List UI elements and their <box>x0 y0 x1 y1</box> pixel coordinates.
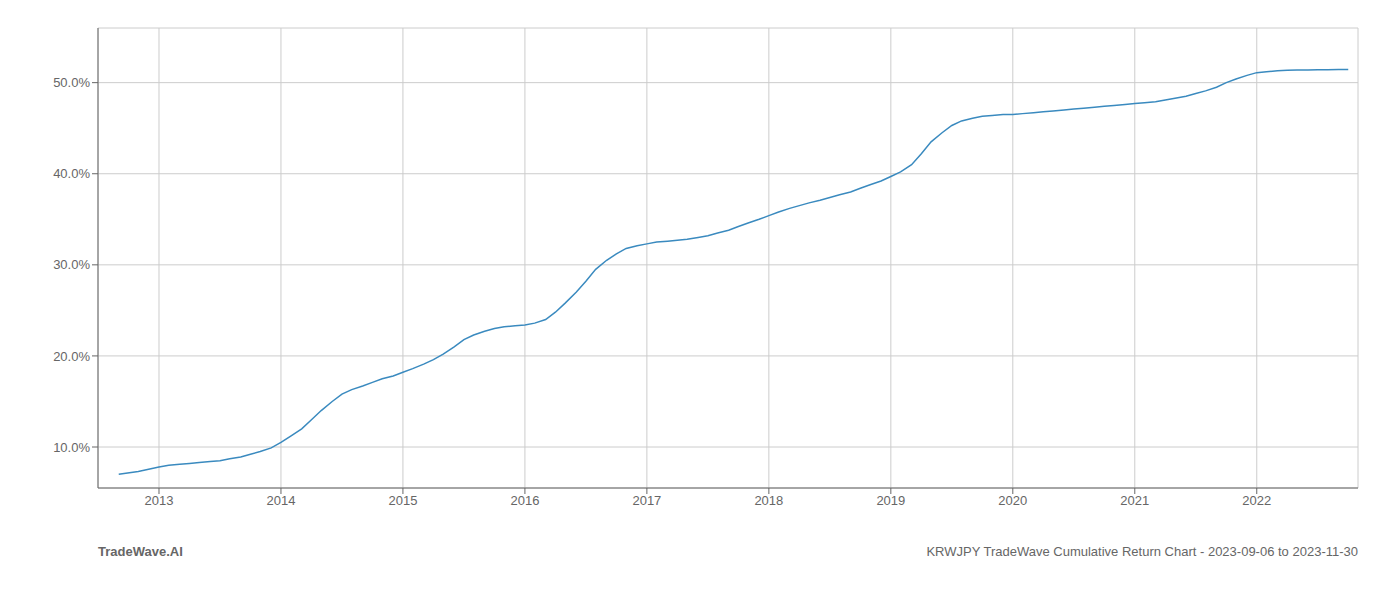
svg-text:50.0%: 50.0% <box>53 75 90 90</box>
svg-text:2016: 2016 <box>510 493 539 508</box>
svg-text:30.0%: 30.0% <box>53 257 90 272</box>
svg-text:2021: 2021 <box>1120 493 1149 508</box>
svg-text:2018: 2018 <box>754 493 783 508</box>
svg-text:2022: 2022 <box>1242 493 1271 508</box>
svg-text:20.0%: 20.0% <box>53 349 90 364</box>
svg-text:2019: 2019 <box>876 493 905 508</box>
html-text:TradeWave.AI: TradeWave.AI <box>98 544 183 559</box>
svg-text:2015: 2015 <box>388 493 417 508</box>
svg-text:40.0%: 40.0% <box>53 166 90 181</box>
svg-text:2020: 2020 <box>998 493 1027 508</box>
svg-text:2014: 2014 <box>267 493 296 508</box>
svg-text:2017: 2017 <box>632 493 661 508</box>
html-text:KRWJPY TradeWave Cumulative Re: KRWJPY TradeWave Cumulative Return Chart… <box>926 544 1358 559</box>
svg-text:2013: 2013 <box>145 493 174 508</box>
svg-text:10.0%: 10.0% <box>53 440 90 455</box>
